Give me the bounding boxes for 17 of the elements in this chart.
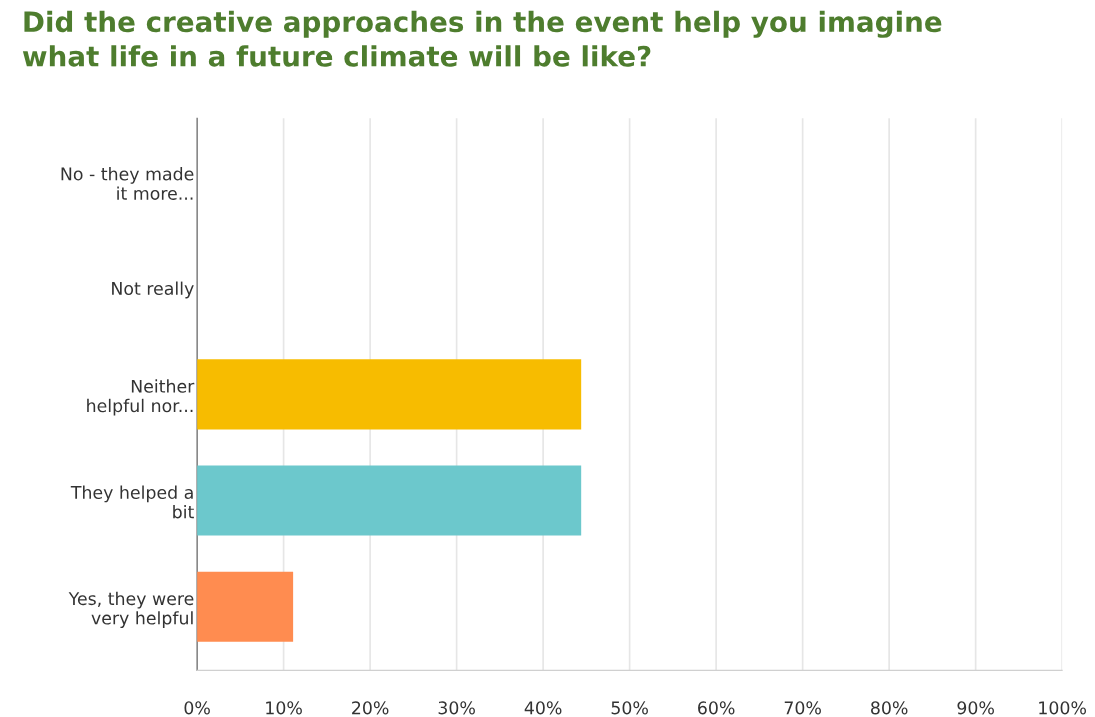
x-tick-label: 90% (957, 701, 994, 715)
y-tick-label: Neither helpful nor... (87, 379, 195, 416)
x-tick-label: 0% (184, 701, 210, 715)
y-tick-label: No - they made it more... (61, 167, 194, 200)
x-tick-label: 10% (266, 701, 302, 715)
x-tick-label: 20% (352, 701, 389, 715)
y-tick-label: Yes, they were very helpful (68, 591, 194, 628)
x-tick-label: 70% (784, 701, 821, 715)
chart-title: Did the creative approaches in the event help you imagine what life in a future climate will be like? (22, 10, 942, 67)
x-tick-label: 50% (611, 701, 648, 715)
y-tick-label: They helped a bit (70, 485, 194, 519)
x-tick-label: 60% (698, 701, 735, 715)
x-tick-label: 40% (524, 701, 562, 715)
x-tick-label: 100% (1039, 701, 1087, 715)
y-tick-label: Not really (112, 281, 194, 299)
x-tick-label: 30% (438, 701, 475, 715)
x-tick-label: 80% (871, 701, 908, 715)
